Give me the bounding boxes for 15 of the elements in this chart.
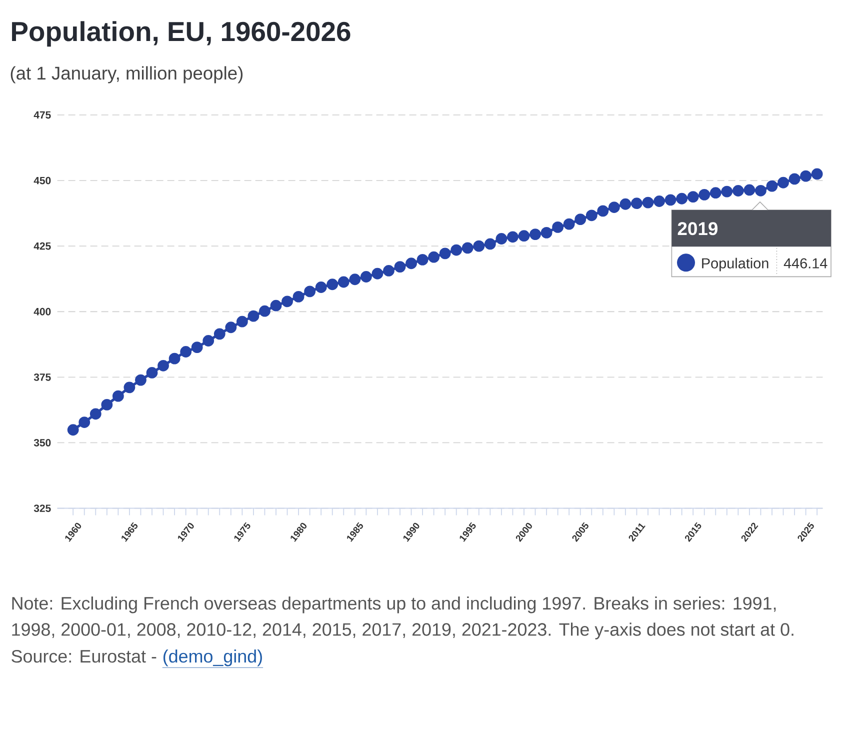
annotation: 2019 xyxy=(678,222,718,236)
y-tick-label: 350 xyxy=(34,439,51,446)
chart-subtitle: (at 1 January, million people) xyxy=(10,66,243,84)
source-note: Source: Eurostat - xyxy=(12,650,156,663)
chart-title: Population, EU, 1960-2026 xyxy=(12,21,350,47)
text: (demo_gind) xyxy=(164,649,262,666)
y-tick-label: 400 xyxy=(34,308,51,316)
legend-label: Population xyxy=(702,258,768,272)
y-tick-label: 375 xyxy=(34,373,51,381)
y-tick-label: 475 xyxy=(34,111,51,119)
text: Note: Excluding French overseas departments up to and including 1997. Breaks in series: 1991, 1998, 2000-01, 2008, 2010-12, 2014, 2015, 2017, 2019, 2021-2023. The y-axis does not start at 0. xyxy=(12,596,794,640)
y-tick-label: 450 xyxy=(34,176,51,184)
y-tick-label: 325 xyxy=(34,504,51,512)
annotation: 446.14 xyxy=(784,258,828,268)
y-tick-label: 425 xyxy=(34,242,51,250)
